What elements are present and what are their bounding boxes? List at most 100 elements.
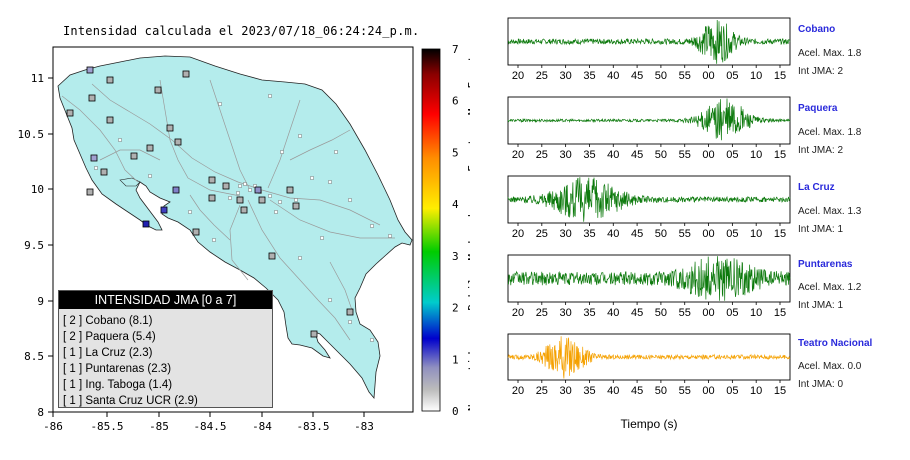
time-tick-label: 30: [560, 307, 572, 319]
time-tick-label: 45: [631, 149, 643, 161]
time-tick-label: 35: [583, 149, 595, 161]
seismogram-plots: 20 25 30 35 40 45 50 55 00 05 10 15 20 25 30 35 40 45 50 55…: [507, 17, 791, 431]
x-tick-label: -85: [149, 420, 169, 433]
station-marker: [208, 194, 216, 202]
station-marker: [182, 70, 190, 78]
intensity-map-panel: Intensidad calculada el 2023/07/18_06:24…: [18, 24, 471, 433]
time-tick-label: 20: [512, 70, 524, 82]
time-tick-label: 05: [726, 149, 738, 161]
station-jma: Int JMA: 2: [798, 145, 844, 156]
city-dot: [94, 166, 98, 170]
colorbar-category-label: No sentido: [466, 345, 470, 411]
time-tick-label: 45: [631, 228, 643, 240]
legend-list: [ 2 ] Cobano (8.1) [ 2 ] Paquera (5.4) […: [59, 309, 272, 409]
y-tick-label: 9: [37, 295, 44, 308]
colorbar-tick-label: 0: [452, 405, 459, 418]
seismogram-trace-group: 20 25 30 35 40 45 50 55 00 05 10 15: [507, 96, 791, 161]
x-tick-label: -83.5: [296, 420, 329, 433]
station-marker: [346, 308, 354, 316]
station-marker: [130, 152, 138, 160]
y-tick-label: 10: [31, 183, 44, 196]
city-dot: [370, 338, 374, 342]
colorbar-ticks: 7 6 5 4 3 2 1 0: [452, 43, 459, 418]
y-tick-label: 8.5: [24, 350, 44, 363]
city-dot: [348, 198, 352, 202]
station-marker: [146, 144, 154, 152]
city-dot: [328, 180, 332, 184]
time-tick-label: 35: [583, 70, 595, 82]
station-name: Puntarenas: [798, 259, 853, 270]
time-tick-label: 55: [679, 385, 691, 397]
time-tick-label: 30: [560, 149, 572, 161]
station-markers: [66, 66, 354, 338]
time-tick-label: 55: [679, 149, 691, 161]
time-tick-label: 10: [750, 307, 762, 319]
station-acel: Acel. Max. 1.3: [798, 206, 862, 217]
city-dot: [388, 234, 392, 238]
time-tick-label: 55: [679, 228, 691, 240]
station-acel: Acel. Max. 0.0: [798, 361, 862, 372]
time-tick-label: 25: [536, 307, 548, 319]
city-dot: [278, 200, 282, 204]
time-tick-label: 00: [702, 228, 714, 240]
time-tick-label: 20: [512, 385, 524, 397]
time-tick-label: 40: [607, 385, 619, 397]
colorbar-gradient: [421, 48, 441, 412]
time-tick-label: 35: [583, 228, 595, 240]
time-tick-label: 10: [750, 385, 762, 397]
time-tick-label: 50: [655, 149, 667, 161]
time-tick-label: 45: [631, 307, 643, 319]
station-jma: Int JMA: 1: [798, 300, 844, 311]
time-tick-label: 00: [702, 385, 714, 397]
time-tick-label: 50: [655, 385, 667, 397]
station-jma: Int JMA: 0: [798, 379, 844, 390]
station-marker: [192, 228, 200, 236]
time-tick-label: 00: [702, 149, 714, 161]
station-marker: [292, 202, 300, 210]
time-tick-label: 30: [560, 385, 572, 397]
colorbar-tick-label: 6: [452, 95, 459, 108]
time-tick-label: 55: [679, 307, 691, 319]
city-dot: [212, 238, 216, 242]
time-tick-label: 55: [679, 70, 691, 82]
city-dot: [334, 150, 338, 154]
road-network: [61, 79, 395, 341]
y-tick-label: 10.5: [18, 128, 45, 141]
time-tick-label: 25: [536, 385, 548, 397]
colorbar-categories: Muy Fuerte Fuerte Moderado Debil No sentido: [466, 49, 470, 411]
city-dot: [228, 196, 232, 200]
intensity-colorbar: [421, 48, 441, 412]
intensity-legend: INTENSIDAD JMA [0 a 7] [ 2 ] Cobano (8.1…: [58, 290, 273, 408]
station-marker: [254, 186, 262, 194]
time-tick-label: 20: [512, 228, 524, 240]
time-tick-label: 00: [702, 70, 714, 82]
colorbar-tick-label: 4: [452, 198, 459, 211]
colorbar-category-label: Moderado: [466, 208, 470, 261]
station-acel: Acel. Max. 1.8: [798, 127, 862, 138]
x-tick-label: -85.5: [90, 420, 123, 433]
legend-item: [ 1 ] Ing. Taboga (1.4): [63, 379, 173, 391]
time-tick-label: 15: [774, 385, 786, 397]
time-tick-label: 15: [774, 149, 786, 161]
seismogram-trace-group: 20 25 30 35 40 45 50 55 00 05 10 15: [507, 175, 791, 240]
city-dot: [348, 320, 352, 324]
station-marker: [66, 109, 74, 117]
station-marker: [86, 66, 94, 74]
station-name: Cobano: [798, 24, 836, 35]
x-tick-label: -86: [43, 420, 63, 433]
station-marker: [106, 76, 114, 84]
seismogram-trace-group: 20 25 30 35 40 45 50 55 00 05 10 15: [507, 254, 791, 319]
time-tick-label: 15: [774, 228, 786, 240]
time-tick-label: 50: [655, 228, 667, 240]
city-dot: [370, 224, 374, 228]
city-dot: [320, 236, 324, 240]
city-dot: [294, 198, 298, 202]
x-tick-label: -84: [252, 420, 272, 433]
y-tick-label: 8: [37, 406, 44, 419]
station-name: Paquera: [798, 103, 838, 114]
seismogram-panel: 20 25 30 35 40 45 50 55 00 05 10 15 20 25 30 35 40 45 50 55…: [470, 0, 910, 460]
colorbar-tick-label: 7: [452, 43, 459, 56]
city-dot: [310, 176, 314, 180]
station-marker: [258, 196, 266, 204]
time-tick-label: 25: [536, 70, 548, 82]
